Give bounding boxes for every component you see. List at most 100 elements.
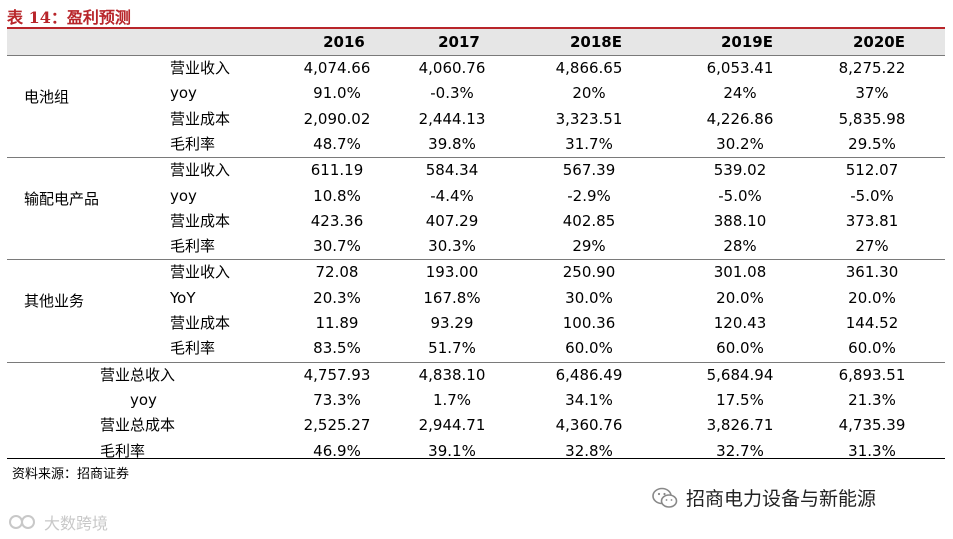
value-cell: 51.7% [428, 339, 476, 358]
value-cell: 20% [572, 84, 606, 103]
value-cell: 2,090.02 [303, 109, 371, 128]
value-cell: -0.3% [430, 84, 474, 103]
watermark-logo-icon [9, 515, 35, 529]
metric-label: 毛利率 [100, 441, 146, 460]
metric-label: YoY [170, 288, 196, 307]
value-cell: 193.00 [425, 263, 479, 282]
value-cell: 388.10 [713, 211, 767, 230]
value-cell: 373.81 [845, 211, 899, 230]
value-cell: 48.7% [313, 134, 361, 153]
value-cell: 4,735.39 [838, 416, 906, 435]
group-divider [7, 361, 945, 363]
metric-label: 毛利率 [170, 339, 216, 358]
metric-label: 毛利率 [170, 134, 216, 153]
wechat-icon [652, 487, 678, 508]
column-header-2018e: 2018E [570, 33, 622, 51]
table-row: 毛利率 48.7% 39.8% 31.7% 30.2% 29.5% [0, 132, 953, 157]
table-header: 2016 2017 2018E 2019E 2020E [7, 29, 945, 55]
column-header-2017: 2017 [438, 33, 480, 51]
metric-label: 营业收入 [170, 59, 231, 77]
column-header-2020e: 2020E [853, 33, 905, 51]
value-cell: 30.2% [716, 134, 764, 153]
metric-label: 营业成本 [170, 314, 231, 332]
value-cell: 144.52 [845, 314, 899, 332]
value-cell: 39.1% [428, 441, 476, 460]
table-row: yoy 91.0% -0.3% 20% 24% 37% [0, 81, 953, 106]
value-cell: 100.36 [562, 314, 616, 332]
value-cell: 60.0% [716, 339, 764, 358]
value-cell: 21.3% [848, 390, 896, 409]
table-row: 营业收入 611.19 584.34 567.39 539.02 512.07 [0, 158, 953, 183]
watermark: 大数跨境 [8, 510, 108, 534]
watermark-text: 大数跨境 [44, 514, 109, 533]
table-row: 营业成本 11.89 93.29 100.36 120.43 144.52 [0, 311, 953, 336]
table-row: 营业成本 2,090.02 2,444.13 3,323.51 4,226.86 5,83… [0, 107, 953, 132]
value-cell: 72.08 [315, 263, 359, 282]
value-cell: -2.9% [567, 186, 611, 205]
value-cell: 2,444.13 [418, 109, 486, 128]
column-header-2019e: 2019E [721, 33, 773, 51]
category-label: 电池组 [24, 87, 70, 106]
metric-label: 毛利率 [170, 237, 216, 256]
value-cell: 32.7% [716, 441, 764, 460]
value-cell: 24% [723, 84, 757, 103]
table-title: 表 14：盈利预测 [7, 8, 131, 27]
group-divider [7, 259, 945, 261]
value-cell: 2,525.27 [303, 416, 371, 435]
value-cell: 4,360.76 [555, 416, 623, 435]
value-cell: 60.0% [565, 339, 613, 358]
table-row: 营业收入 4,074.66 4,060.76 4,866.65 6,053.41 8,27… [0, 56, 953, 81]
table-row: 毛利率 83.5% 51.7% 60.0% 60.0% 60.0% [0, 336, 953, 361]
value-cell: -5.0% [718, 186, 762, 205]
metric-label: 营业收入 [170, 161, 231, 180]
table-row: 营业成本 423.36 407.29 402.85 388.10 373.81 [0, 209, 953, 234]
value-cell: 30.3% [428, 237, 476, 256]
column-header-2016: 2016 [323, 33, 365, 51]
value-cell: 6,486.49 [555, 365, 623, 384]
value-cell: 20.0% [848, 288, 896, 307]
value-cell: -5.0% [850, 186, 894, 205]
value-cell: 46.9% [313, 441, 361, 460]
metric-label: 营业成本 [170, 211, 231, 230]
table-row: 毛利率 30.7% 30.3% 29% 28% 27% [0, 234, 953, 259]
value-cell: 3,826.71 [706, 416, 774, 435]
metric-label: yoy [170, 186, 197, 205]
header-divider [7, 55, 945, 56]
wechat-account-name: 招商电力设备与新能源 [686, 488, 877, 510]
value-cell: 37% [855, 84, 889, 103]
value-cell: 8,275.22 [838, 59, 906, 77]
value-cell: 567.39 [562, 161, 616, 180]
value-cell: 120.43 [713, 314, 767, 332]
value-cell: 4,838.10 [418, 365, 486, 384]
value-cell: 10.8% [313, 186, 361, 205]
totals-row: 营业总收入 4,757.93 4,838.10 6,486.49 5,684.94 6,8… [0, 363, 953, 388]
value-cell: 20.0% [716, 288, 764, 307]
metric-label: 营业总成本 [100, 416, 176, 435]
title-rule [7, 27, 945, 29]
wechat-badge: 招商电力设备与新能源 [652, 484, 876, 511]
value-cell: 34.1% [565, 390, 613, 409]
value-cell: 29% [572, 237, 606, 256]
value-cell: 29.5% [848, 134, 896, 153]
value-cell: 17.5% [716, 390, 764, 409]
value-cell: 361.30 [845, 263, 899, 282]
value-cell: 31.7% [565, 134, 613, 153]
metric-label: yoy [170, 84, 197, 103]
value-cell: 539.02 [713, 161, 767, 180]
value-cell: 6,053.41 [706, 59, 774, 77]
value-cell: 407.29 [425, 211, 479, 230]
value-cell: 73.3% [313, 390, 361, 409]
value-cell: 4,074.66 [303, 59, 371, 77]
value-cell: 31.3% [848, 441, 896, 460]
value-cell: 3,323.51 [555, 109, 623, 128]
value-cell: 30.0% [565, 288, 613, 307]
value-cell: 32.8% [565, 441, 613, 460]
category-label: 其他业务 [24, 292, 85, 311]
value-cell: 5,835.98 [838, 109, 906, 128]
metric-label: 营业收入 [170, 263, 231, 282]
value-cell: 20.3% [313, 288, 361, 307]
value-cell: 39.8% [428, 134, 476, 153]
totals-row: 毛利率 46.9% 39.1% 32.8% 32.7% 31.3% [0, 439, 953, 464]
value-cell: 83.5% [313, 339, 361, 358]
totals-row: 营业总成本 2,525.27 2,944.71 4,360.76 3,826.71 4,7… [0, 413, 953, 438]
